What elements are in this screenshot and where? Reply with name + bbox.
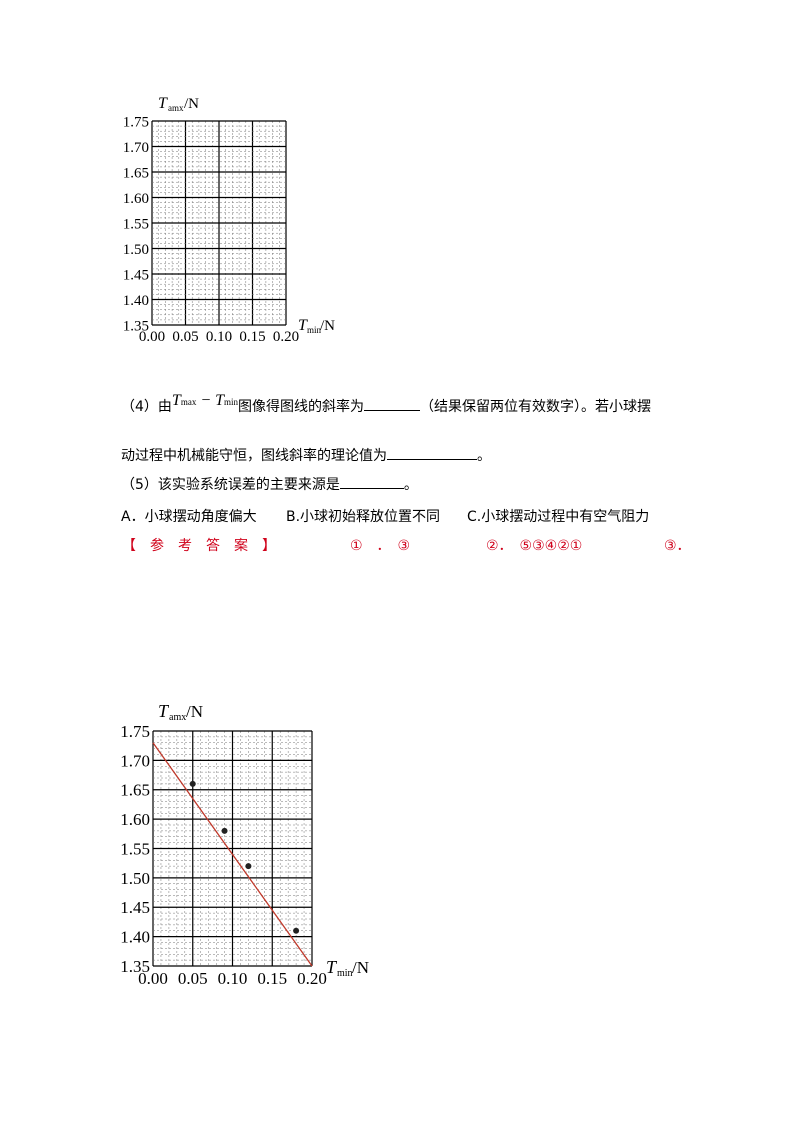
slope-answer-blank[interactable]: [364, 398, 421, 411]
x-axis-unit: /N: [320, 318, 335, 334]
t-max-var: T: [171, 392, 181, 409]
grid: [151, 120, 287, 326]
answer-3: ③．: [664, 538, 691, 554]
y-axis-unit: /N: [184, 96, 199, 112]
y-tick-labels: 1.35 1.40 1.45 1.50 1.55 1.60 1.65 1.70 1.75: [120, 722, 150, 976]
answer-1: ① ． ③: [350, 538, 411, 554]
y-tick-labels: 1.35 1.40 1.45 1.50 1.55 1.60 1.65 1.70 1.75: [123, 114, 149, 334]
t-min-sub: min: [224, 397, 239, 407]
fit-line-group: [152, 742, 313, 967]
y-tick-label: 1.55: [120, 839, 150, 858]
q4-line-2-text: 动过程中机械能守恒，图线斜率的理论值为: [121, 448, 387, 464]
x-axis-sub: min: [337, 968, 353, 979]
option-a: A．小球摆动角度偏大: [121, 509, 257, 525]
x-tick-label: 0.10: [218, 969, 248, 988]
x-tick-labels: 0.00 0.05 0.10 0.15 0.20: [139, 329, 299, 345]
question-4-line-2: 动过程中机械能守恒，图线斜率的理论值为 。: [121, 445, 491, 465]
data-chart: 1.35 1.40 1.45 1.50 1.55 1.60 1.65 1.70 1.75 0.0…: [120, 701, 369, 988]
theoretical-slope-blank[interactable]: [387, 447, 477, 460]
question-5: （5）该实验系统误差的主要来源是 。: [121, 474, 418, 494]
x-tick-label: 0.15: [257, 969, 287, 988]
y-tick-label: 1.60: [123, 191, 149, 207]
option-b: B.小球初始释放位置不同: [286, 509, 441, 525]
question-5-options: A．小球摆动角度偏大 B.小球初始释放位置不同 C.小球摆动过程中有空气阻力: [121, 506, 649, 526]
y-tick-label: 1.50: [123, 242, 149, 258]
y-axis-var: T: [158, 95, 168, 112]
x-tick-label: 0.00: [138, 969, 168, 988]
y-tick-label: 1.40: [120, 928, 150, 947]
x-tick-label: 0.10: [206, 329, 232, 345]
data-point: [189, 780, 196, 787]
y-tick-label: 1.70: [123, 140, 149, 156]
y-tick-label: 1.45: [123, 267, 149, 283]
y-tick-label: 1.65: [120, 781, 150, 800]
answer-2: ②． ⑤③④②①: [486, 538, 583, 554]
minus-sign: −: [196, 392, 216, 409]
y-tick-label: 1.50: [120, 869, 150, 888]
x-tick-label: 0.15: [239, 329, 265, 345]
y-tick-label: 1.35: [123, 318, 149, 334]
y-axis-var: T: [158, 701, 170, 721]
q4-text-1: 图像得图线的斜率为: [238, 399, 365, 415]
y-tick-label: 1.45: [120, 898, 150, 917]
x-axis-sub: min: [307, 325, 322, 335]
x-axis-var: T: [326, 957, 338, 977]
x-axis-var: T: [298, 317, 308, 334]
y-axis-sub: amx: [168, 103, 184, 113]
grid: [152, 730, 313, 967]
q4-text-2: （结果保留两位有效数字）。若小球摆: [420, 399, 652, 415]
t-min-var: T: [215, 392, 225, 409]
blank-chart: 1.35 1.40 1.45 1.50 1.55 1.60 1.65 1.70 1.75 0.0…: [123, 95, 335, 345]
question-4-line-1: （4）由Tmax − Tmin图像得图线的斜率为 （结果保留两位有效数字）。若小球…: [121, 392, 652, 416]
y-tick-label: 1.65: [123, 165, 149, 181]
data-points: [189, 780, 300, 934]
y-tick-label: 1.60: [120, 810, 150, 829]
option-c: C.小球摆动过程中有空气阻力: [467, 509, 650, 525]
x-tick-labels: 0.00 0.05 0.10 0.15 0.20: [138, 969, 327, 988]
y-tick-label: 1.40: [123, 293, 149, 309]
q4-line-2-end: 。: [477, 448, 491, 464]
y-tick-label: 1.75: [123, 114, 149, 130]
data-point: [221, 827, 228, 834]
x-axis-unit: /N: [352, 958, 369, 977]
q4-prefix: （4）由: [121, 399, 172, 415]
y-tick-label: 1.35: [120, 957, 150, 976]
y-tick-label: 1.55: [123, 216, 149, 232]
x-tick-label: 0.05: [172, 329, 198, 345]
data-point: [293, 927, 300, 934]
y-tick-label: 1.70: [120, 751, 150, 770]
x-tick-label: 0.00: [139, 329, 165, 345]
data-point: [245, 863, 252, 870]
x-tick-label: 0.20: [297, 969, 327, 988]
error-source-blank[interactable]: [339, 476, 404, 489]
y-axis-sub: amx: [169, 712, 186, 723]
fit-line: [152, 742, 313, 967]
y-tick-label: 1.75: [120, 722, 150, 741]
y-axis-unit: /N: [186, 702, 203, 721]
q5-text: （5）该实验系统误差的主要来源是: [121, 477, 340, 493]
answer-label: 【 参 考 答 案 】: [122, 538, 276, 554]
x-tick-label: 0.05: [178, 969, 208, 988]
q5-end: 。: [403, 477, 418, 493]
x-tick-label: 0.20: [273, 329, 299, 345]
t-max-sub: max: [180, 397, 197, 407]
